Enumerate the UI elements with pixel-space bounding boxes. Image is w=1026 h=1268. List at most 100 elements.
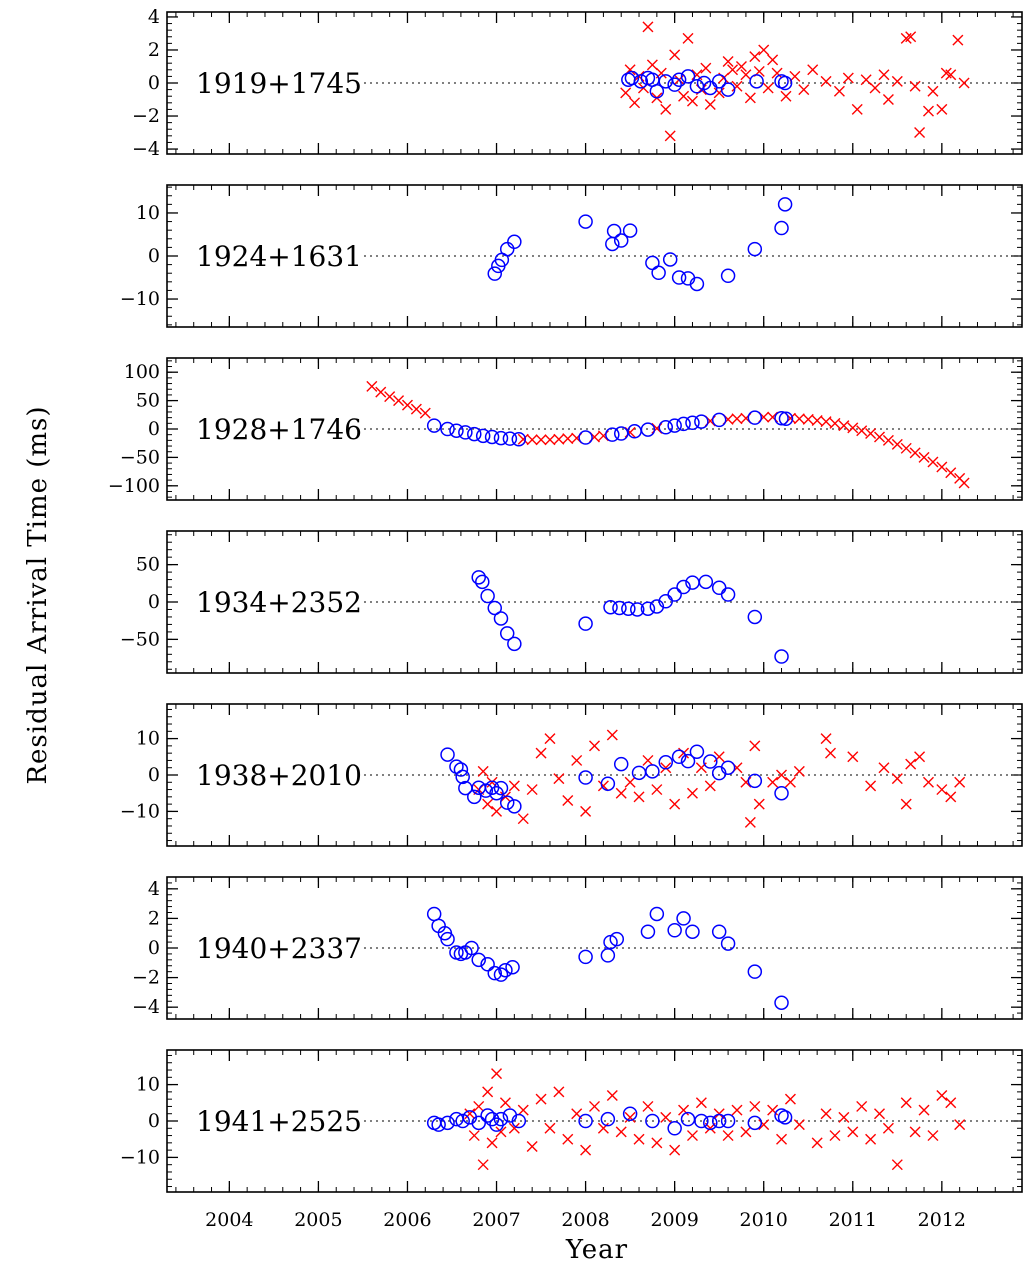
y-tick-label: 10: [136, 1074, 160, 1096]
cross-point: [384, 391, 396, 403]
cross-point: [922, 776, 934, 788]
cross-point: [811, 414, 823, 426]
circle-point: [480, 588, 495, 604]
cross-point: [909, 447, 921, 459]
cross-point: [833, 85, 845, 97]
circle-point: [600, 776, 616, 791]
cross-point: [606, 1090, 618, 1102]
circle-point: [487, 965, 502, 981]
circle-point: [507, 636, 522, 652]
cross-point: [682, 32, 694, 44]
circle-point: [624, 70, 640, 86]
cross-point: [780, 90, 792, 102]
circle-point: [720, 82, 736, 97]
panel-frame: [166, 184, 1023, 328]
circle-point: [711, 580, 727, 596]
cross-point: [686, 787, 698, 799]
circle-point: [471, 1115, 486, 1131]
cross-point: [678, 90, 690, 102]
cross-point: [954, 1119, 966, 1131]
pulsar-label: 1938+2010: [196, 759, 362, 792]
circle-point: [578, 616, 593, 631]
cross-point: [922, 105, 934, 117]
y-tick-label: −2: [132, 967, 160, 989]
cross-point: [589, 1100, 600, 1112]
circle-point: [633, 74, 649, 89]
circle-point: [493, 1111, 509, 1127]
y-tick-label: −100: [108, 475, 160, 497]
circle-point: [600, 948, 616, 963]
cross-point: [762, 82, 774, 94]
y-tick-label: 50: [136, 390, 160, 412]
circle-point: [640, 924, 656, 939]
cross-point: [722, 1130, 734, 1142]
circle-point: [658, 420, 673, 435]
cross-point: [633, 1133, 645, 1145]
panel-1928+1746: −100 −50 0 50 100 1928+1746: [108, 357, 1023, 501]
circle-point: [667, 587, 682, 602]
x-tick-label: 2012: [918, 1209, 966, 1231]
cross-point: [918, 451, 930, 463]
circle-point: [458, 425, 473, 440]
circle-point: [651, 265, 666, 281]
circle-point: [464, 940, 479, 956]
y-tick-label: −10: [120, 800, 160, 822]
cross-point: [882, 1122, 894, 1134]
circle-point: [499, 795, 515, 810]
y-tick-label: 0: [148, 591, 160, 613]
cross-point: [642, 754, 654, 766]
circle-point: [480, 957, 495, 972]
cross-point: [499, 1097, 511, 1109]
cross-point: [686, 1130, 698, 1142]
cross-point: [517, 433, 529, 445]
cross-point: [918, 1104, 930, 1116]
circle-point: [475, 574, 490, 590]
circle-point: [680, 69, 696, 84]
cross-point: [731, 1104, 743, 1116]
y-tick-label: 0: [148, 245, 160, 267]
cross-point: [749, 740, 761, 752]
circle-point: [502, 431, 518, 446]
circle-point: [484, 429, 500, 445]
cross-point: [952, 34, 964, 46]
cross-point: [829, 1130, 841, 1142]
cross-point: [793, 1119, 805, 1131]
cross-point: [927, 85, 939, 97]
circle-point: [603, 599, 618, 615]
cross-point: [776, 769, 788, 781]
cross-point: [517, 1104, 529, 1116]
cross-point: [882, 434, 894, 446]
cross-point: [633, 791, 645, 803]
cross-point: [945, 467, 957, 479]
cross-point: [401, 399, 413, 411]
circle-point: [676, 911, 691, 926]
cross-point: [891, 773, 903, 785]
pulsar-label: 1928+1746: [196, 413, 362, 446]
circle-point: [487, 600, 502, 616]
x-tick-label: 2011: [829, 1209, 877, 1231]
cross-point: [660, 1111, 672, 1123]
circle-point: [505, 959, 520, 975]
panel-frame: [166, 703, 1023, 847]
cross-point: [473, 1100, 485, 1112]
circle-point: [777, 1110, 793, 1125]
y-tick-label: 0: [148, 1110, 160, 1132]
cross-point: [825, 747, 837, 759]
circle-point: [676, 579, 691, 595]
cross-point: [544, 733, 556, 745]
cross-point: [820, 416, 832, 428]
cross-point: [874, 431, 885, 443]
circle-point: [658, 755, 673, 770]
circle-point: [606, 223, 622, 239]
cross-point: [807, 64, 819, 76]
circle-point: [449, 423, 464, 438]
x-tick-label: 2004: [205, 1209, 253, 1231]
cross-point: [958, 77, 970, 89]
y-tick-label: 10: [136, 202, 160, 224]
cross-point: [535, 1093, 547, 1105]
cross-point: [793, 765, 805, 777]
panel-1934+2352: −50 0 50 1934+2352: [120, 530, 1023, 674]
cross-point: [700, 62, 712, 74]
cross-point: [905, 758, 917, 770]
cross-point: [909, 80, 921, 92]
